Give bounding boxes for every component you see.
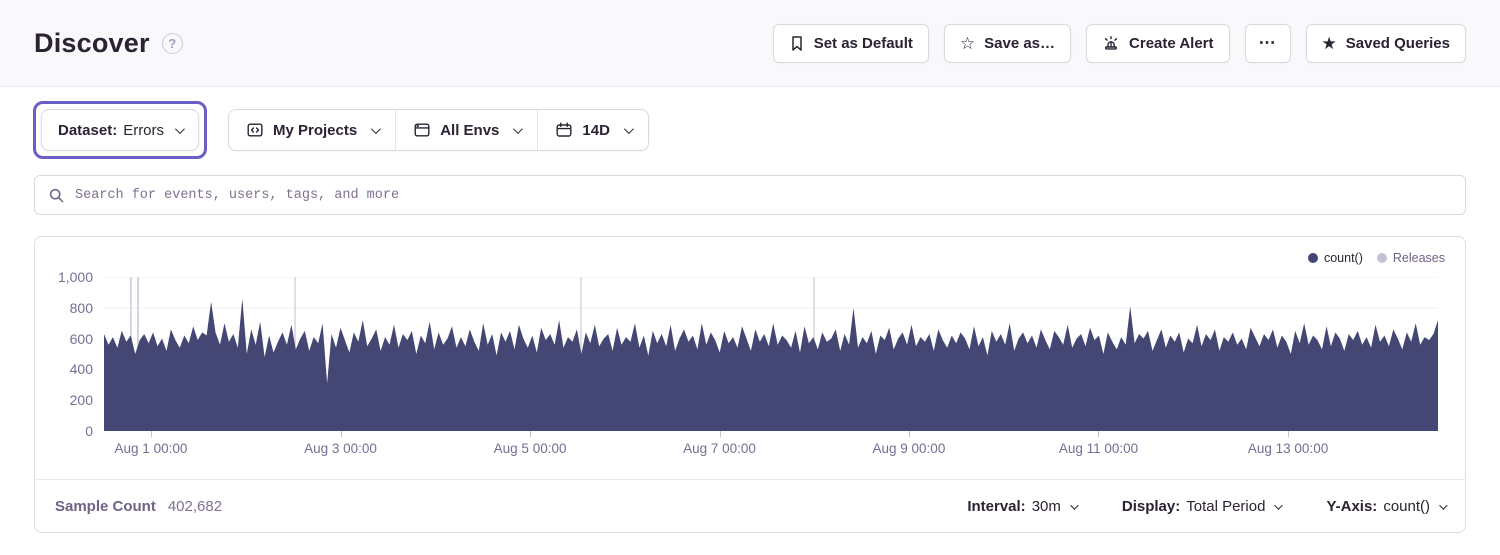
y-axis-tick-label: 600	[69, 330, 93, 347]
star-outline-icon: ☆	[959, 33, 976, 53]
chart-controls: Interval: 30m Display: Total Period Y-Ax…	[967, 498, 1448, 515]
x-axis-tick	[1098, 431, 1100, 437]
y-axis-tick-label: 800	[69, 299, 93, 316]
dataset-value: Errors	[123, 121, 165, 139]
y-axis-tick-label: 400	[69, 361, 93, 378]
filter-divider	[395, 110, 397, 150]
x-axis-tick-label: Aug 5 00:00	[493, 441, 567, 456]
environment-filter[interactable]: All Envs	[396, 110, 537, 150]
page-filter-bar: My Projects All Envs 14D	[228, 109, 649, 151]
sample-count-label: Sample Count	[55, 498, 156, 515]
interval-label: Interval:	[967, 498, 1026, 515]
chevron-down-icon	[174, 123, 185, 134]
y-axis-tick-label: 200	[69, 392, 93, 409]
date-range-label: 14D	[582, 121, 610, 139]
create-alert-button[interactable]: Create Alert	[1086, 23, 1230, 63]
chevron-down-icon	[371, 123, 382, 134]
y-axis-select[interactable]: Y-Axis: count()	[1326, 498, 1448, 515]
window-icon	[414, 123, 430, 137]
chevron-down-icon	[1439, 500, 1448, 510]
x-axis-tick-label: Aug 1 00:00	[114, 441, 188, 456]
x-axis-tick	[340, 431, 342, 437]
bookmark-icon	[791, 35, 802, 51]
y-axis-value: count()	[1383, 498, 1430, 515]
help-icon[interactable]: ?	[161, 32, 183, 54]
search-bar[interactable]: Search for events, users, tags, and more	[34, 175, 1466, 215]
count-series-dot	[1307, 253, 1318, 263]
errors-area-chart	[104, 276, 1438, 431]
sample-count-value: 402,682	[167, 498, 223, 515]
x-axis-tick-label: Aug 13 00:00	[1247, 441, 1329, 456]
date-range-filter[interactable]: 14D	[538, 110, 648, 150]
x-axis-tick-label: Aug 3 00:00	[304, 441, 377, 456]
chevron-down-icon	[513, 123, 524, 134]
chevron-down-icon	[1070, 500, 1079, 510]
x-axis-tick	[719, 431, 721, 437]
count-series-label: count()	[1323, 251, 1363, 265]
display-label: Display:	[1121, 498, 1181, 515]
x-axis-tick	[1288, 431, 1290, 437]
dataset-highlight: Dataset: Errors	[33, 101, 208, 159]
x-axis-tick-label: Aug 7 00:00	[683, 441, 756, 456]
save-as-label: Save as…	[984, 34, 1056, 52]
sample-count: Sample Count 402,682	[55, 498, 222, 515]
dataset-dropdown[interactable]: Dataset: Errors	[41, 109, 200, 151]
siren-icon	[1104, 36, 1118, 50]
star-filled-icon: ★	[1321, 33, 1337, 53]
x-axis-tick-label: Aug 9 00:00	[872, 441, 946, 456]
display-value: Total Period	[1186, 498, 1266, 515]
environment-filter-label: All Envs	[440, 121, 500, 139]
page-title: Discover	[34, 27, 150, 58]
project-filter-label: My Projects	[273, 121, 358, 139]
more-options-button[interactable]: ⋯	[1244, 23, 1291, 63]
y-axis-tick-label: 1,000	[57, 269, 93, 285]
set-as-default-button[interactable]: Set as Default	[772, 23, 929, 63]
filter-divider	[537, 110, 539, 150]
chevron-down-icon	[1274, 500, 1284, 510]
display-select[interactable]: Display: Total Period	[1121, 498, 1284, 515]
y-axis-tick-label: 0	[85, 423, 93, 439]
page-header: Discover ? Set as Default ☆ Save as… Cre…	[0, 0, 1500, 87]
interval-value: 30m	[1031, 498, 1061, 515]
search-placeholder: Search for events, users, tags, and more	[75, 187, 400, 203]
chevron-down-icon	[623, 123, 634, 134]
create-alert-label: Create Alert	[1129, 34, 1214, 52]
chart-legend: count() Releases	[1307, 251, 1445, 265]
header-actions: Set as Default ☆ Save as… Create Alert ⋯…	[772, 23, 1466, 63]
legend-item-releases[interactable]: Releases	[1376, 251, 1445, 265]
dataset-label: Dataset:	[58, 121, 118, 139]
calendar-icon	[556, 122, 572, 137]
project-icon	[247, 123, 263, 137]
project-filter[interactable]: My Projects	[229, 110, 395, 150]
chart-footer: Sample Count 402,682 Interval: 30m Displ…	[35, 479, 1465, 533]
x-axis-tick	[908, 431, 910, 437]
x-axis-tick-label: Aug 11 00:00	[1058, 441, 1139, 456]
y-axis-label: Y-Axis:	[1326, 498, 1378, 515]
search-icon	[49, 188, 64, 202]
x-axis-tick	[150, 431, 152, 437]
save-as-button[interactable]: ☆ Save as…	[943, 23, 1072, 63]
interval-select[interactable]: Interval: 30m	[967, 498, 1079, 515]
chart-plot-area[interactable]	[104, 276, 1438, 431]
set-as-default-label: Set as Default	[813, 34, 913, 52]
legend-item-count[interactable]: count()	[1307, 251, 1363, 265]
x-axis-tick	[530, 431, 532, 437]
saved-queries-label: Saved Queries	[1345, 34, 1450, 52]
releases-series-dot	[1376, 253, 1387, 263]
saved-queries-button[interactable]: ★ Saved Queries	[1305, 23, 1466, 63]
chart-panel: count() Releases 0 200 400 600 800 1,000 Samp…	[34, 236, 1466, 533]
releases-series-label: Releases	[1392, 251, 1445, 265]
ellipsis-icon: ⋯	[1258, 33, 1277, 52]
